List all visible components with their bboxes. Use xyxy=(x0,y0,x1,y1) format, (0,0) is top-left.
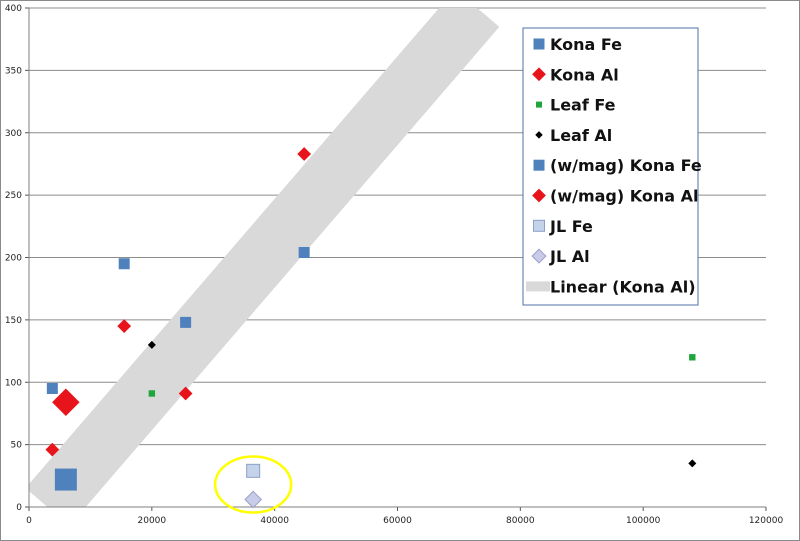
legend-label-w-mag-kona-fe: (w/mag) Kona Fe xyxy=(550,156,702,175)
legend-label-leaf-fe: Leaf Fe xyxy=(550,96,616,115)
x-tick-label: 60000 xyxy=(383,516,412,526)
axes: 0 50 100 150 200 250 300 350 400 0 20000 40000 60000… xyxy=(5,4,784,526)
point-kona-al xyxy=(297,147,312,161)
point-leaf-fe xyxy=(148,390,156,397)
annotation-layer xyxy=(213,455,293,514)
point-leaf-fe xyxy=(689,354,696,361)
legend-marker-jl-fe xyxy=(533,219,545,232)
data-points xyxy=(45,147,697,509)
legend-label-leaf-al: Leaf Al xyxy=(550,126,612,145)
x-tick-label: 0 xyxy=(26,516,32,526)
point-kona-al xyxy=(45,442,60,457)
y-tick-label: 250 xyxy=(5,191,22,201)
x-tick-label: 20000 xyxy=(138,516,167,526)
trendline-kona-al xyxy=(29,8,500,507)
y-tick-label: 150 xyxy=(5,316,22,326)
legend-label-jl-fe: JL Fe xyxy=(549,217,593,236)
x-tick-label: 120000 xyxy=(749,516,784,526)
y-tick-label: 350 xyxy=(5,66,22,76)
legend-marker-kona-fe xyxy=(533,38,545,50)
point-leaf-al xyxy=(688,459,697,468)
legend-label-kona-fe: Kona Fe xyxy=(550,35,622,54)
point-jl-al xyxy=(244,490,263,509)
annotation-ellipse xyxy=(213,455,293,514)
x-tick-label: 100000 xyxy=(626,516,661,526)
legend-label-jl-al: JL Al xyxy=(549,247,590,266)
point-kona-al xyxy=(178,386,193,401)
point-kona-fe xyxy=(118,258,130,270)
point-kona-fe xyxy=(180,316,192,328)
y-tick-label: 200 xyxy=(5,254,22,264)
point-kona-al xyxy=(117,319,132,333)
legend-box xyxy=(522,27,699,306)
point-kona-fe xyxy=(46,382,58,394)
x-tick-label: 80000 xyxy=(506,516,535,526)
point-jl-fe xyxy=(246,463,261,478)
y-tick-label: 50 xyxy=(11,441,23,451)
legend-label-kona-al: Kona Al xyxy=(550,65,619,84)
legend-marker-jl-al xyxy=(531,248,547,264)
legend-label-w-mag-kona-al: (w/mag) Kona Al xyxy=(550,187,698,206)
legend-marker-w-mag-kona-al xyxy=(532,188,546,203)
legend-marker-trendline xyxy=(526,281,550,292)
legend-marker-leaf-al xyxy=(535,131,543,139)
trendline-layer xyxy=(29,8,500,507)
legend-marker-leaf-fe xyxy=(536,101,542,108)
point-w-mag-kona-al xyxy=(52,388,80,416)
legend: Kona Fe Kona Al Leaf Fe Leaf Al (w/mag) Kona… xyxy=(522,27,702,306)
legend-marker-w-mag-kona-fe xyxy=(533,159,545,171)
point-w-mag-kona-fe xyxy=(54,468,77,491)
y-tick-label: 100 xyxy=(5,378,22,388)
point-kona-fe xyxy=(298,247,310,259)
y-tick-label: 0 xyxy=(16,503,22,513)
x-tick-label: 40000 xyxy=(260,516,289,526)
point-leaf-al xyxy=(147,340,156,349)
legend-label-trendline: Linear (Kona Al) xyxy=(550,277,696,296)
y-tick-label: 300 xyxy=(5,129,22,139)
y-tick-label: 400 xyxy=(5,4,22,14)
legend-marker-kona-al xyxy=(532,67,546,82)
